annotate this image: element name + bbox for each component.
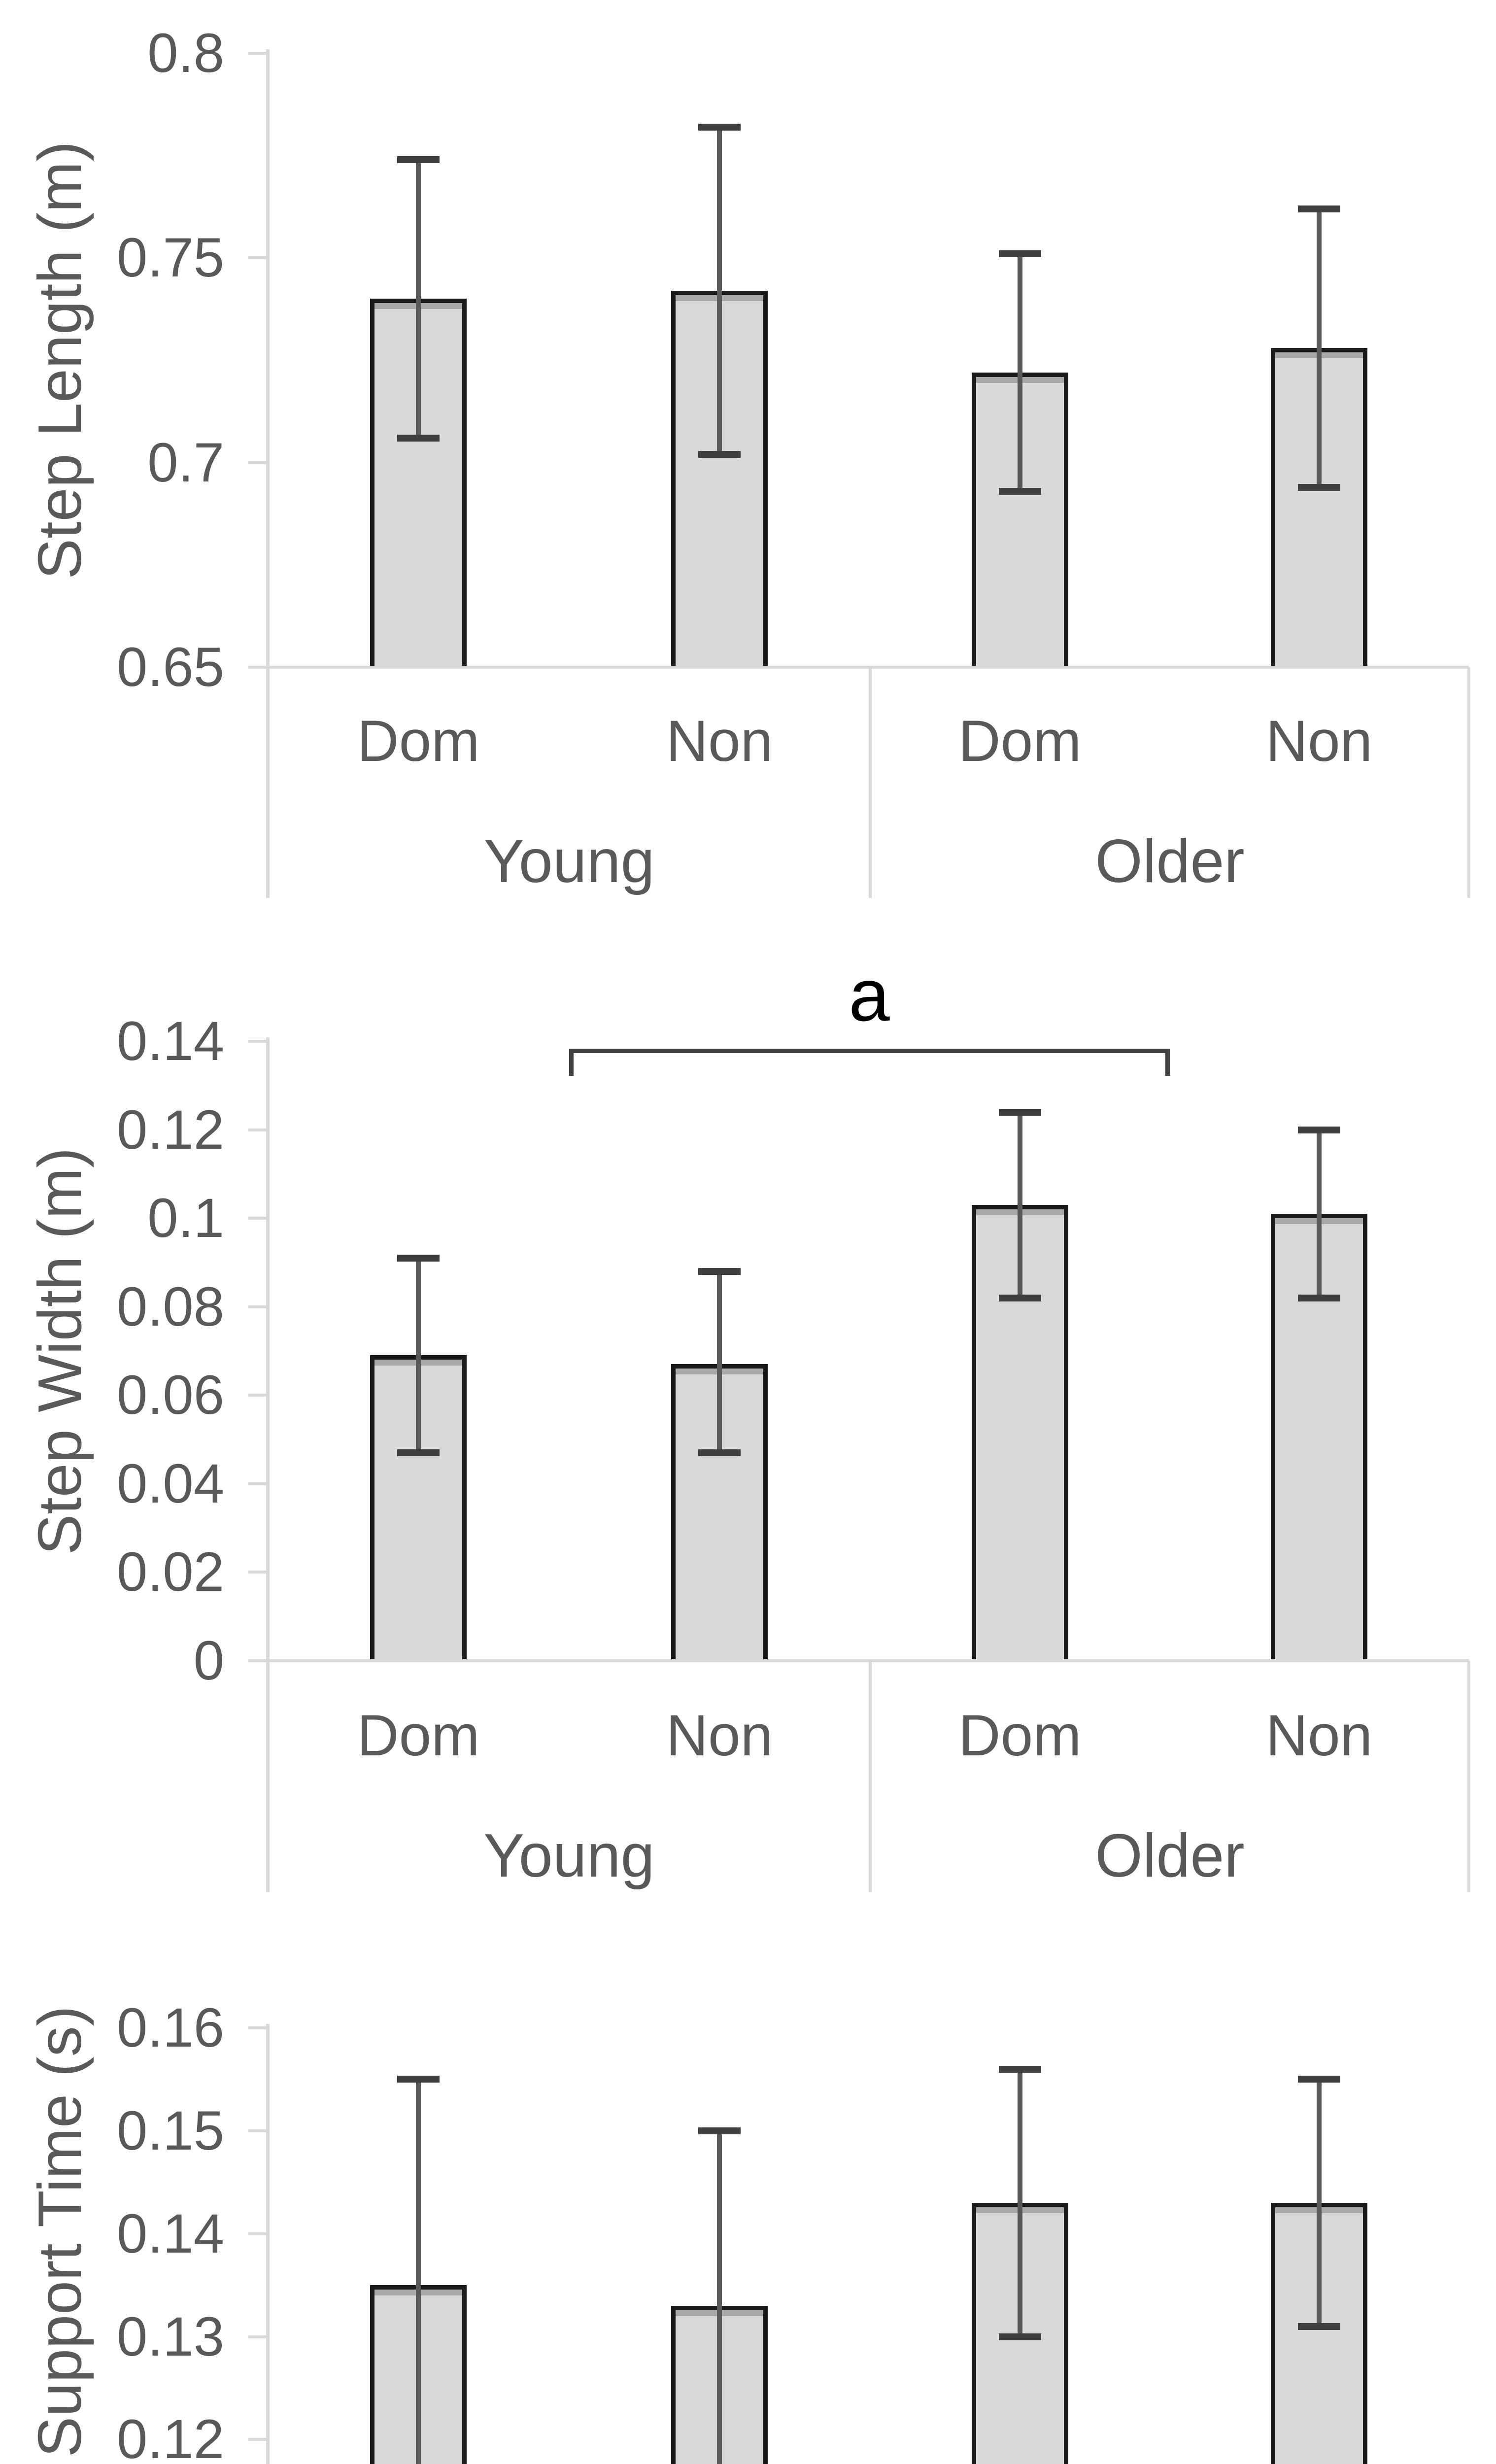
y-axis-line	[266, 49, 270, 898]
error-cap-bottom	[698, 451, 741, 458]
y-tick-mark	[248, 1394, 268, 1397]
error-cap-top	[397, 1255, 440, 1262]
y-tick-label: 0	[193, 1630, 224, 1691]
error-cap-top	[1298, 205, 1340, 212]
error-cap-top	[397, 2076, 440, 2083]
group-label: Young	[483, 1822, 655, 1890]
error-cap-bottom	[397, 435, 440, 442]
error-bar	[1018, 254, 1022, 491]
error-cap-bottom	[1298, 1295, 1340, 1301]
error-cap-top	[698, 2127, 741, 2134]
y-tick-mark	[248, 1129, 268, 1131]
error-bar	[717, 1271, 722, 1453]
error-bar	[1018, 1112, 1022, 1298]
y-axis-title: Double Support Time (s)	[26, 2006, 94, 2464]
error-bar	[416, 2079, 421, 2464]
error-cap-top	[698, 124, 741, 131]
y-tick-mark	[248, 2129, 268, 2132]
y-tick-mark	[248, 461, 268, 464]
significance-bracket-end-right	[1165, 1049, 1170, 1076]
y-tick-mark	[248, 1482, 268, 1485]
y-tick-label: 0.12	[117, 1099, 224, 1161]
error-cap-bottom	[999, 488, 1041, 495]
error-cap-top	[999, 1109, 1041, 1116]
y-tick-mark	[248, 2335, 268, 2338]
error-bar	[1018, 2069, 1022, 2337]
y-tick-label: 0.14	[117, 1010, 224, 1072]
y-axis-title: Step Length (m)	[26, 141, 94, 580]
group-separator	[869, 667, 872, 898]
category-label: Dom	[357, 709, 480, 774]
error-bar	[717, 2131, 722, 2464]
y-tick-label: 0.14	[117, 2203, 224, 2264]
category-label: Non	[1265, 709, 1373, 774]
error-cap-top	[999, 250, 1041, 257]
error-bar	[717, 127, 722, 455]
x-axis-line	[248, 1659, 1469, 1662]
y-tick-mark	[248, 2232, 268, 2235]
error-bar	[416, 1258, 421, 1453]
y-tick-mark	[248, 1305, 268, 1308]
y-axis-line	[266, 2024, 270, 2464]
error-bar	[1317, 1130, 1322, 1298]
error-bar	[1317, 209, 1322, 487]
y-tick-label: 0.08	[117, 1276, 224, 1337]
y-tick-label: 0.02	[117, 1541, 224, 1603]
y-tick-label: 0.1	[147, 1187, 224, 1249]
y-tick-label: 0.12	[117, 2408, 224, 2464]
x-axis-line	[248, 666, 1469, 669]
significance-bracket	[569, 1049, 1170, 1053]
group-label: Older	[1095, 1822, 1245, 1890]
y-tick-label: 0.04	[117, 1453, 224, 1514]
group-separator	[869, 1661, 872, 1892]
category-label: Non	[666, 709, 773, 774]
error-bar	[416, 160, 421, 438]
y-tick-label: 0.75	[117, 227, 224, 288]
significance-bracket-end-left	[569, 1049, 574, 1076]
group-separator	[1467, 1661, 1470, 1892]
group-label: Older	[1095, 827, 1245, 895]
error-cap-top	[698, 1268, 741, 1275]
y-axis-line	[266, 1037, 270, 1892]
category-label: Dom	[958, 1703, 1082, 1768]
error-cap-bottom	[1298, 484, 1340, 491]
y-tick-mark	[248, 1217, 268, 1220]
error-cap-bottom	[999, 1295, 1041, 1301]
y-tick-mark	[248, 2026, 268, 2029]
y-tick-mark	[248, 1571, 268, 1574]
y-tick-label: 0.7	[147, 432, 224, 493]
y-tick-mark	[248, 1040, 268, 1043]
error-cap-top	[1298, 2076, 1340, 2083]
y-tick-mark	[248, 2438, 268, 2441]
y-tick-label: 0.8	[147, 22, 224, 84]
category-label: Non	[666, 1703, 773, 1768]
significance-label: a	[849, 954, 890, 1036]
error-cap-bottom	[397, 1449, 440, 1456]
error-bar	[1317, 2079, 1322, 2326]
y-tick-label: 0.15	[117, 2100, 224, 2161]
error-cap-top	[1298, 1127, 1340, 1133]
error-cap-bottom	[1298, 2323, 1340, 2330]
group-separator	[1467, 667, 1470, 898]
y-tick-label: 0.13	[117, 2306, 224, 2367]
y-tick-mark	[248, 256, 268, 259]
y-tick-label: 0.16	[117, 1997, 224, 2058]
category-label: Dom	[357, 1703, 480, 1768]
y-tick-label: 0.06	[117, 1364, 224, 1426]
y-axis-title: Step Width (m)	[26, 1147, 94, 1555]
y-tick-label: 0.65	[117, 636, 224, 698]
y-tick-mark	[248, 52, 268, 55]
error-cap-bottom	[698, 1449, 741, 1456]
error-cap-top	[999, 2066, 1041, 2073]
category-label: Non	[1265, 1703, 1373, 1768]
error-cap-bottom	[999, 2333, 1041, 2340]
category-label: Dom	[958, 709, 1082, 774]
error-cap-top	[397, 156, 440, 163]
group-label: Young	[483, 827, 655, 895]
